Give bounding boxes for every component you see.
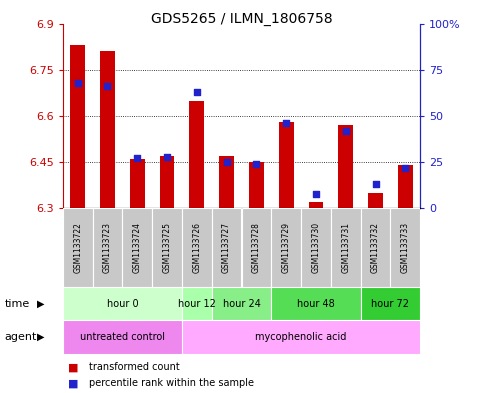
Bar bbox=[63, 208, 93, 287]
Text: GSM1133732: GSM1133732 bbox=[371, 222, 380, 273]
Text: hour 12: hour 12 bbox=[178, 299, 216, 309]
Text: time: time bbox=[5, 299, 30, 309]
Bar bbox=[63, 320, 182, 354]
Bar bbox=[63, 287, 182, 320]
Bar bbox=[361, 208, 390, 287]
Bar bbox=[368, 193, 383, 208]
Bar bbox=[338, 125, 353, 208]
Text: hour 24: hour 24 bbox=[223, 299, 260, 309]
Text: ▶: ▶ bbox=[37, 332, 45, 342]
Text: GSM1133725: GSM1133725 bbox=[163, 222, 171, 273]
Bar bbox=[189, 101, 204, 208]
Text: GSM1133733: GSM1133733 bbox=[401, 222, 410, 273]
Bar bbox=[130, 159, 145, 208]
Text: hour 48: hour 48 bbox=[297, 299, 335, 309]
Bar bbox=[159, 156, 174, 208]
Text: GDS5265 / ILMN_1806758: GDS5265 / ILMN_1806758 bbox=[151, 12, 332, 26]
Point bbox=[74, 79, 82, 86]
Point bbox=[312, 190, 320, 196]
Bar bbox=[331, 208, 361, 287]
Point bbox=[342, 128, 350, 134]
Text: GSM1133729: GSM1133729 bbox=[282, 222, 291, 273]
Text: transformed count: transformed count bbox=[89, 362, 180, 373]
Text: GSM1133728: GSM1133728 bbox=[252, 222, 261, 273]
Bar bbox=[182, 320, 420, 354]
Text: GSM1133726: GSM1133726 bbox=[192, 222, 201, 273]
Bar bbox=[390, 208, 420, 287]
Point bbox=[401, 165, 409, 171]
Bar bbox=[242, 208, 271, 287]
Point bbox=[193, 89, 201, 95]
Bar bbox=[212, 287, 271, 320]
Text: GSM1133731: GSM1133731 bbox=[341, 222, 350, 273]
Point bbox=[104, 83, 112, 90]
Text: agent: agent bbox=[5, 332, 37, 342]
Text: hour 0: hour 0 bbox=[107, 299, 138, 309]
Bar bbox=[182, 287, 212, 320]
Bar bbox=[279, 122, 294, 208]
Text: GSM1133727: GSM1133727 bbox=[222, 222, 231, 273]
Bar bbox=[361, 287, 420, 320]
Bar bbox=[122, 208, 152, 287]
Text: GSM1133723: GSM1133723 bbox=[103, 222, 112, 273]
Text: hour 72: hour 72 bbox=[371, 299, 410, 309]
Point bbox=[372, 181, 380, 187]
Bar bbox=[271, 287, 361, 320]
Text: GSM1133730: GSM1133730 bbox=[312, 222, 320, 273]
Point bbox=[253, 161, 260, 167]
Bar bbox=[70, 45, 85, 208]
Bar bbox=[219, 156, 234, 208]
Point bbox=[223, 159, 230, 165]
Text: GSM1133724: GSM1133724 bbox=[133, 222, 142, 273]
Text: ■: ■ bbox=[68, 362, 78, 373]
Bar bbox=[93, 208, 122, 287]
Text: percentile rank within the sample: percentile rank within the sample bbox=[89, 378, 255, 388]
Text: ▶: ▶ bbox=[37, 299, 45, 309]
Text: mycophenolic acid: mycophenolic acid bbox=[256, 332, 347, 342]
Text: GSM1133722: GSM1133722 bbox=[73, 222, 82, 273]
Point bbox=[133, 155, 141, 162]
Bar bbox=[100, 51, 115, 208]
Text: ■: ■ bbox=[68, 378, 78, 388]
Bar bbox=[309, 202, 324, 208]
Bar bbox=[212, 208, 242, 287]
Bar bbox=[398, 165, 413, 208]
Bar bbox=[182, 208, 212, 287]
Text: untreated control: untreated control bbox=[80, 332, 165, 342]
Bar bbox=[271, 208, 301, 287]
Bar bbox=[152, 208, 182, 287]
Point bbox=[163, 153, 171, 160]
Bar bbox=[249, 162, 264, 208]
Bar bbox=[301, 208, 331, 287]
Point bbox=[282, 120, 290, 127]
